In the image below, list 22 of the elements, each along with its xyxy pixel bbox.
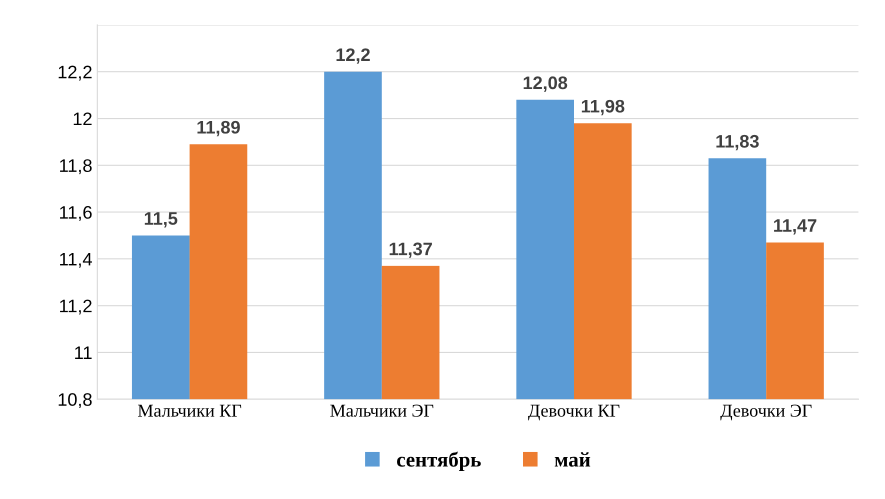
data-label: 12,08	[524, 76, 568, 92]
y-tick-label: 10,8	[58, 393, 92, 408]
data-label: 11,89	[197, 120, 240, 136]
x-tick-label: Девочки ЭГ	[720, 404, 812, 420]
x-tick-label: Мальчики ЭГ	[330, 404, 434, 417]
legend-label: сентябрь	[397, 452, 481, 471]
y-tick-label: 11,8	[60, 159, 92, 174]
y-tick-label: 11,2	[60, 300, 92, 314]
legend-label: май	[554, 452, 590, 467]
data-label: 11,98	[582, 100, 624, 116]
y-tick-label: 11,6	[60, 206, 92, 221]
y-tick-label: 11,4	[60, 252, 92, 268]
data-label: 12,2	[336, 48, 370, 64]
data-label: 11,83	[716, 134, 759, 150]
data-label: 11,37	[390, 242, 432, 258]
y-tick-label: 12	[74, 112, 92, 126]
x-tick-label: Девочки КГ	[528, 404, 620, 420]
x-tick-label: Мальчики КГ	[138, 404, 242, 417]
y-tick-label: 12,2	[58, 66, 92, 81]
y-tick-label: 11	[75, 346, 92, 359]
data-label: 11,47	[774, 219, 816, 235]
data-label: 11,5	[144, 212, 178, 228]
